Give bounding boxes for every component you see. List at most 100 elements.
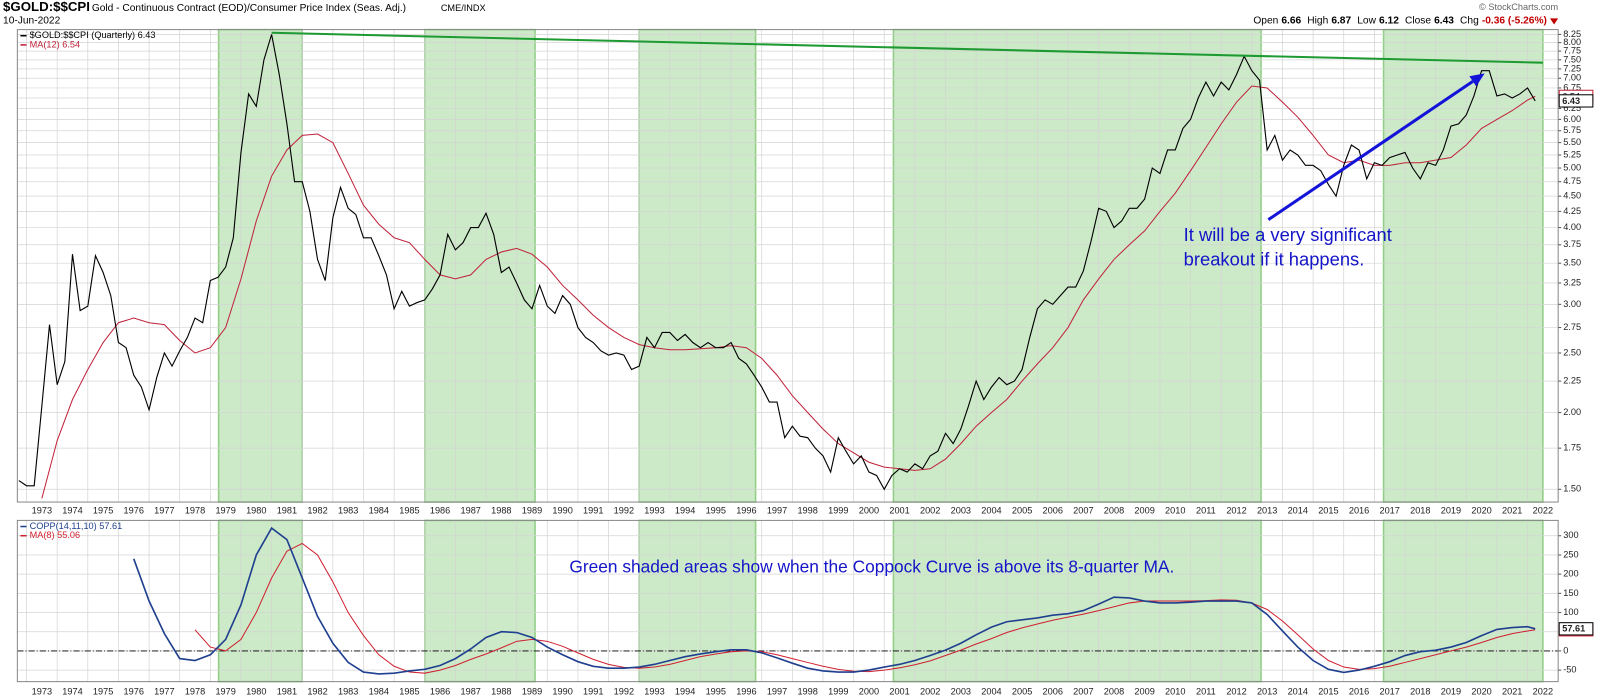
series-line <box>18 34 1536 491</box>
y-tick-label: 1.50 <box>1563 484 1581 494</box>
x-tick-label: 1999 <box>828 686 848 696</box>
annotation: breakout if it happens. <box>1184 248 1365 269</box>
y-tick-label: 0 <box>1563 645 1568 655</box>
series-line <box>132 526 1536 675</box>
y-tick-label: 2.00 <box>1563 407 1581 417</box>
y-tick-label: 6.00 <box>1563 114 1581 124</box>
x-tick-label: 2020 <box>1471 686 1491 696</box>
legend-label: MA(12) 6.54 <box>30 39 80 49</box>
date: 10-Jun-2022 <box>3 15 61 26</box>
y-tick-label: 1.75 <box>1563 443 1581 453</box>
x-tick-label: 2021 <box>1502 686 1522 696</box>
y-tick-label: 8.00 <box>1563 37 1581 47</box>
x-tick-label: 2015 <box>1318 686 1338 696</box>
y-tick-label: 3.25 <box>1563 277 1581 287</box>
x-tick-label: 1988 <box>491 506 511 516</box>
series-line <box>194 542 1536 674</box>
x-tick-label: 1977 <box>154 506 174 516</box>
x-tick-label: 2009 <box>1134 506 1154 516</box>
plot-frame <box>16 519 1559 683</box>
x-tick-label: 1984 <box>369 506 389 516</box>
x-tick-label: 1993 <box>644 506 664 516</box>
x-tick-label: 2010 <box>1165 686 1185 696</box>
down-arrow-icon <box>1550 18 1559 25</box>
x-tick-label: 1989 <box>522 506 542 516</box>
x-tick-label: 1995 <box>706 686 726 696</box>
y-tick-label: 200 <box>1563 569 1578 579</box>
x-tick-label: 2018 <box>1410 686 1430 696</box>
y-tick-label: 4.25 <box>1563 206 1581 216</box>
x-tick-label: 1979 <box>215 506 235 516</box>
y-tick-label: 3.50 <box>1563 258 1581 268</box>
x-tick-label: 2019 <box>1441 506 1461 516</box>
arrow-shaft <box>1267 80 1474 221</box>
x-tick-label: 1980 <box>246 686 266 696</box>
quote-value: -0.36 (-5.26%) <box>1482 15 1547 26</box>
quote-label: Chg <box>1460 15 1479 26</box>
quote-label: Low <box>1357 15 1376 26</box>
y-tick-label: 2.25 <box>1563 376 1581 386</box>
x-tick-label: 2002 <box>920 686 940 696</box>
x-tick-label: 2008 <box>1104 686 1124 696</box>
quote-value: 6.66 <box>1281 15 1301 26</box>
x-tick-label: 1999 <box>828 506 848 516</box>
legend-label: $GOLD:$$CPI (Quarterly) 6.43 <box>30 30 156 40</box>
x-tick-label: 2003 <box>951 506 971 516</box>
x-tick-label: 2011 <box>1196 686 1216 696</box>
y-tick-label: 3.75 <box>1563 239 1581 249</box>
shaded-area <box>217 28 303 503</box>
copyright: © StockCharts.com <box>1479 2 1558 12</box>
y-tick-label: 2.50 <box>1563 347 1581 357</box>
y-tick-label: 250 <box>1563 549 1578 559</box>
x-tick-label: 1983 <box>338 686 358 696</box>
value-label: 6.43 <box>1562 96 1580 106</box>
x-tick-label: 1990 <box>552 506 572 516</box>
x-tick-label: 2015 <box>1318 506 1338 516</box>
shaded-area <box>638 28 757 503</box>
y-tick-label: 7.50 <box>1563 54 1581 64</box>
legend-label: MA(8) 55.06 <box>30 530 80 540</box>
y-tick-label: 150 <box>1563 588 1578 598</box>
value-box <box>1558 622 1594 636</box>
x-tick-label: 1996 <box>736 506 756 516</box>
x-tick-label: 1975 <box>93 506 113 516</box>
x-tick-label: 1993 <box>644 686 664 696</box>
quote-label: Close <box>1405 15 1431 26</box>
x-tick-label: 2013 <box>1257 506 1277 516</box>
value-box <box>1558 94 1594 108</box>
shaded-area <box>1382 28 1544 503</box>
x-tick-label: 2020 <box>1471 506 1491 516</box>
x-tick-label: 1991 <box>583 686 603 696</box>
x-tick-label: 2008 <box>1104 506 1124 516</box>
annotation: It will be a very significant <box>1184 224 1392 245</box>
y-tick-label: 5.00 <box>1563 162 1581 172</box>
y-tick-label: 100 <box>1563 607 1578 617</box>
y-tick-label: 7.25 <box>1563 63 1581 73</box>
shaded-area <box>1382 519 1544 683</box>
arrow-head <box>1469 73 1485 87</box>
x-tick-label: 2003 <box>951 686 971 696</box>
description: Gold - Continuous Contract (EOD)/Consume… <box>92 3 406 14</box>
x-tick-label: 2017 <box>1379 506 1399 516</box>
x-tick-label: 2005 <box>1012 686 1032 696</box>
quote-label: High <box>1307 15 1328 26</box>
quote-value: 6.87 <box>1331 15 1351 26</box>
y-tick-label: 300 <box>1563 530 1578 540</box>
x-tick-label: 2022 <box>1533 686 1553 696</box>
x-tick-label: 1997 <box>767 686 787 696</box>
x-tick-label: 1973 <box>32 506 52 516</box>
x-tick-label: 1982 <box>307 686 327 696</box>
quote-value: 6.43 <box>1434 15 1454 26</box>
x-tick-label: 1978 <box>185 506 205 516</box>
y-tick-label: 5.25 <box>1563 149 1581 159</box>
x-tick-label: 1981 <box>277 686 297 696</box>
legend-label: COPP(14,11,10) 57.61 <box>30 521 123 531</box>
y-tick-label: 6.25 <box>1563 103 1581 113</box>
x-tick-label: 2004 <box>981 686 1001 696</box>
x-tick-label: 1988 <box>491 686 511 696</box>
x-tick-label: 1986 <box>430 686 450 696</box>
x-tick-label: 1994 <box>675 506 695 516</box>
x-tick-label: 2012 <box>1226 686 1246 696</box>
x-tick-label: 1998 <box>797 686 817 696</box>
